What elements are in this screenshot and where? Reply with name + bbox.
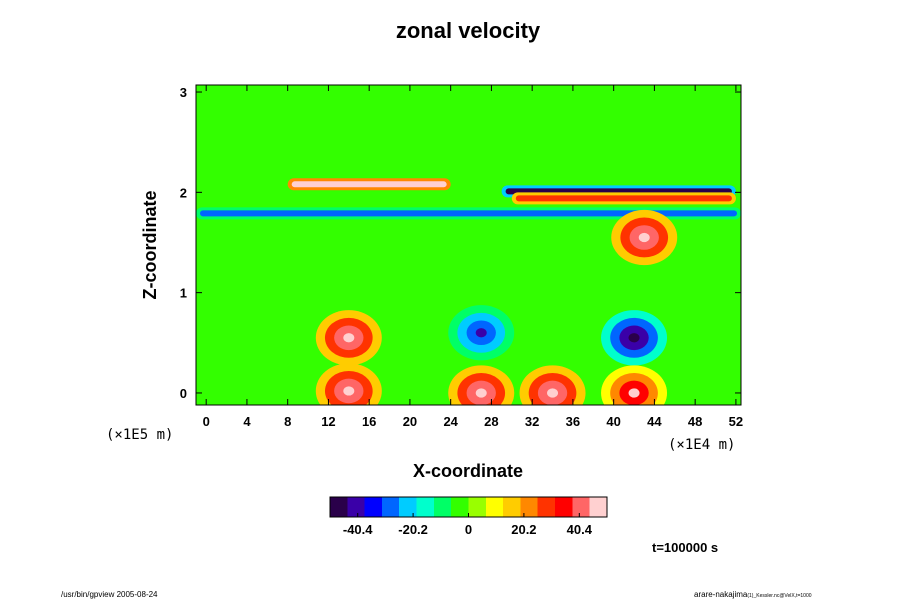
x-tick-label-9: 36: [566, 414, 580, 429]
jet-band-2: [515, 195, 732, 202]
footer-right-small: (1)_Kessler.nc@VelX,t=1000: [747, 593, 811, 599]
jet-band-0: [291, 181, 447, 188]
colorbar-tick-label-4: 40.4: [567, 522, 593, 537]
x-tick-label-12: 48: [688, 414, 702, 429]
x-tick-label-6: 24: [443, 414, 458, 429]
x-tick-label-8: 32: [525, 414, 539, 429]
x-tick-label-0: 0: [203, 414, 210, 429]
x-tick-label-3: 12: [321, 414, 335, 429]
y-tick-label-1: 1: [180, 286, 187, 301]
footer-right-main: arare-nakajima: [694, 590, 748, 599]
footer-left: /usr/bin/gpview 2005-08-24: [61, 590, 158, 599]
footer-right: arare-nakajima(1)_Kessler.nc@VelX,t=1000: [694, 590, 812, 599]
colorbar: -40.4 -20.2 0 20.2 40.4: [329, 496, 608, 537]
velocity-core-4-level-3: [343, 333, 355, 343]
x-axis-title: X-coordinate: [413, 461, 523, 481]
colorbar-tick-label-3: 20.2: [511, 522, 536, 537]
x-tick-label-5: 20: [403, 414, 417, 429]
velocity-core-11-level-3: [628, 388, 640, 398]
plot-area: [195, 84, 742, 406]
chart-title: zonal velocity: [396, 18, 541, 43]
velocity-core-5-level-3: [475, 328, 487, 338]
x-tick-label-1: 4: [243, 414, 251, 429]
velocity-core-9-level-3: [475, 388, 487, 398]
velocity-core-10-level-3: [547, 388, 559, 398]
x-tick-label-11: 44: [647, 414, 662, 429]
x-tick-labels: 0 4 8 12 16 20 24 28 32 36 40 44 48 52: [203, 414, 744, 429]
velocity-core-6-level-3: [628, 333, 640, 343]
x-tick-label-13: 52: [729, 414, 743, 429]
y-tick-marks: [196, 91, 741, 394]
velocity-core-8-level-3: [343, 386, 355, 396]
y-scale-label: (×1E5 m): [106, 427, 173, 443]
y-tick-label-2: 2: [180, 185, 187, 200]
y-axis-title: Z-coordinate: [140, 190, 160, 299]
time-label: t=100000 s: [652, 540, 718, 555]
y-tick-labels: 0 1 2 3: [180, 85, 187, 401]
plot-frame: [195, 84, 742, 406]
x-scale-label: (×1E4 m): [668, 437, 735, 453]
jet-band-3: [200, 210, 737, 217]
velocity-core-7-level-3: [638, 232, 650, 243]
y-tick-label-3: 3: [180, 85, 187, 100]
colorbar-tick-label-1: -20.2: [398, 522, 428, 537]
y-tick-label-0: 0: [180, 386, 187, 401]
x-tick-label-7: 28: [484, 414, 498, 429]
x-tick-label-10: 40: [606, 414, 620, 429]
x-tick-label-2: 8: [284, 414, 291, 429]
x-tick-label-4: 16: [362, 414, 376, 429]
colorbar-ticks: -40.4 -20.2 0 20.2 40.4: [343, 513, 593, 537]
x-tick-marks: [205, 85, 737, 405]
heatmap-field: [196, 178, 741, 405]
colorbar-tick-label-2: 0: [465, 522, 472, 537]
colorbar-tick-label-0: -40.4: [343, 522, 373, 537]
